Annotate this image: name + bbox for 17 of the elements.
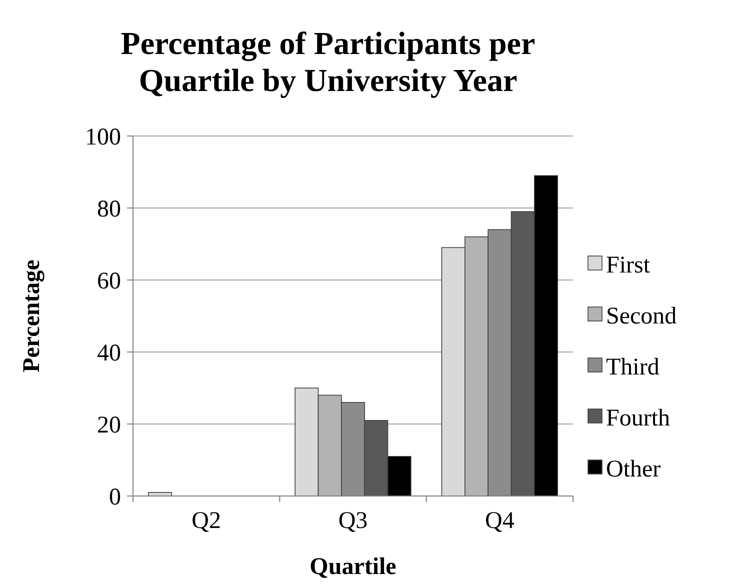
x-tick-label: Q2 <box>192 508 222 534</box>
legend-label: First <box>606 252 650 278</box>
y-axis-title: Percentage <box>19 259 45 372</box>
legend-label: Second <box>606 303 677 330</box>
y-tick-label: 100 <box>85 124 121 150</box>
y-tick-label: 20 <box>97 412 121 438</box>
y-tick-label: 60 <box>97 268 121 294</box>
x-tick-label: Q3 <box>338 508 368 534</box>
x-axis-title: Quartile <box>310 554 397 580</box>
legend-label: Other <box>606 456 661 482</box>
y-tick-label: 40 <box>97 340 121 366</box>
legend-label: Fourth <box>606 405 670 432</box>
legend-label: Third <box>606 354 660 380</box>
x-tick-label: Q4 <box>484 508 514 534</box>
chart-title: Percentage of Participants per Quartile by University Year <box>120 25 536 98</box>
y-tick-label: 0 <box>109 484 121 510</box>
y-tick-label: 80 <box>97 196 121 222</box>
